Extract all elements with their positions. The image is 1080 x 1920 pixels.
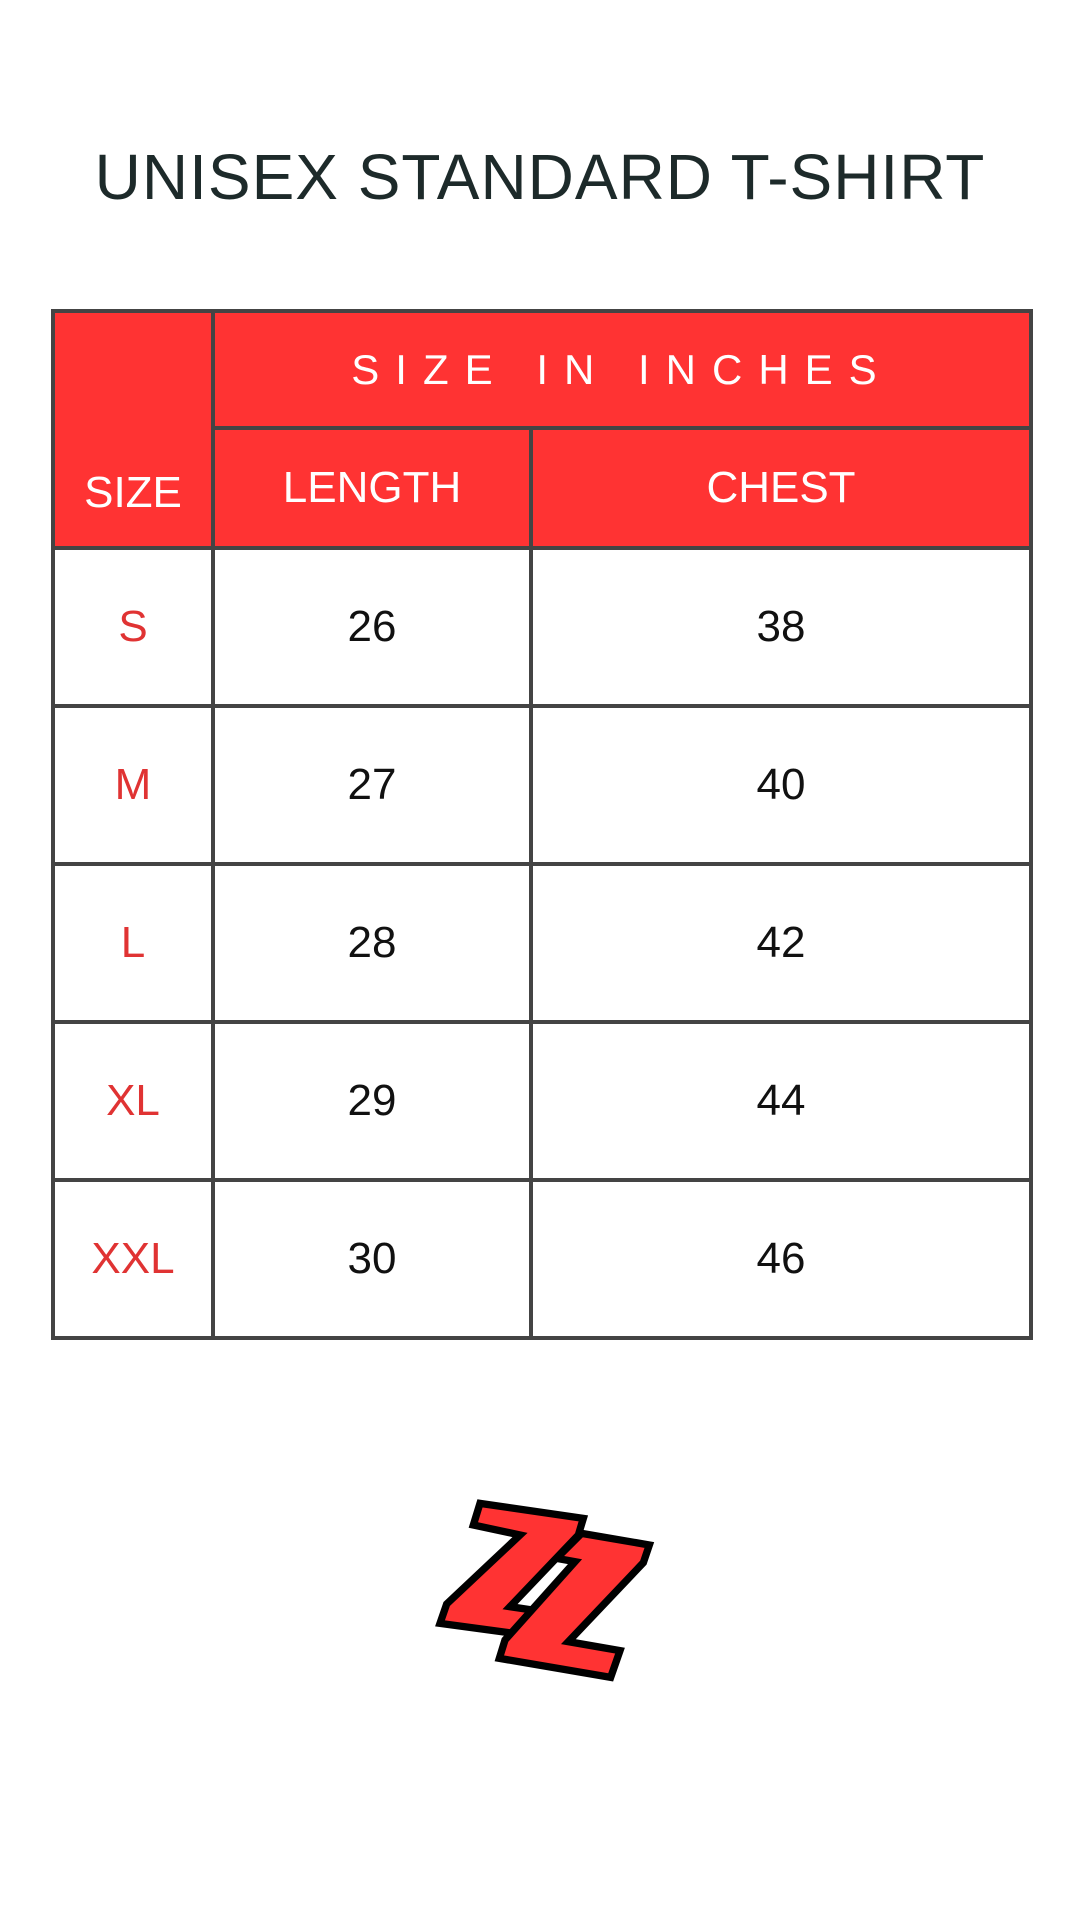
table-row: L 28 42 xyxy=(51,862,1033,1024)
chest-header: CHEST xyxy=(529,426,1033,550)
size-cell: S xyxy=(51,546,215,708)
chest-cell: 44 xyxy=(529,1020,1033,1182)
length-cell: 30 xyxy=(211,1178,533,1340)
table-row: M 27 40 xyxy=(51,704,1033,866)
table-row: XL 29 44 xyxy=(51,1020,1033,1182)
size-cell: XL xyxy=(51,1020,215,1182)
length-cell: 26 xyxy=(211,546,533,708)
page-title: UNISEX STANDARD T-SHIRT xyxy=(94,141,986,213)
size-chart-table: SIZE SIZE IN INCHES LENGTH CHEST S 26 38 M… xyxy=(51,309,1033,1340)
size-cell: L xyxy=(51,862,215,1024)
size-cell: XXL xyxy=(51,1178,215,1340)
logo-z-front xyxy=(494,1529,655,1682)
group-header: SIZE IN INCHES xyxy=(211,309,1033,430)
length-cell: 29 xyxy=(211,1020,533,1182)
table-row: S 26 38 xyxy=(51,546,1033,708)
header-row: SIZE SIZE IN INCHES xyxy=(51,309,1033,550)
size-header-label: SIZE xyxy=(84,468,182,517)
size-header: SIZE xyxy=(51,309,215,550)
size-cell: M xyxy=(51,704,215,866)
chest-cell: 42 xyxy=(529,862,1033,1024)
chest-cell: 46 xyxy=(529,1178,1033,1340)
length-cell: 27 xyxy=(211,704,533,866)
chest-cell: 40 xyxy=(529,704,1033,866)
zz-logo-icon xyxy=(435,1499,655,1682)
length-cell: 28 xyxy=(211,862,533,1024)
chest-cell: 38 xyxy=(529,546,1033,708)
table-row: XXL 30 46 xyxy=(51,1178,1033,1340)
length-header: LENGTH xyxy=(211,426,533,550)
subheader-row: LENGTH CHEST xyxy=(53,426,1033,550)
